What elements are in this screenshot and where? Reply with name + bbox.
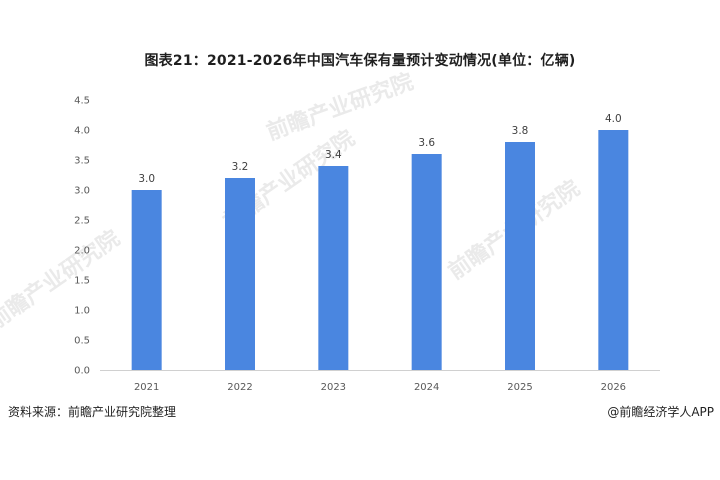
y-tick-label: 2.0: [74, 246, 90, 257]
watermark-layer: 前瞻产业研究院前瞻产业研究院前瞻产业研究院前瞻产业研究院: [0, 69, 585, 335]
y-tick-label: 2.5: [74, 216, 90, 227]
y-tick-label: 3.0: [74, 186, 90, 197]
data-label-2022: 3.2: [232, 161, 249, 173]
x-tick-label-2022: 2022: [227, 382, 252, 393]
y-tick-label: 0.5: [74, 336, 90, 347]
data-labels-group: 3.0 3.2 3.4 3.6 3.8 4.0: [138, 113, 621, 185]
data-label-2026: 4.0: [605, 113, 622, 125]
y-tick-label: 1.5: [74, 276, 90, 287]
x-tick-label-2025: 2025: [507, 382, 532, 393]
data-label-2021: 3.0: [138, 173, 155, 185]
data-label-2023: 3.4: [325, 149, 342, 161]
x-axis: 2021 2022 2023 2024 2025 2026: [134, 382, 626, 393]
bars-group: [131, 130, 629, 370]
x-tick-label-2021: 2021: [134, 382, 159, 393]
y-tick-label: 0.0: [74, 366, 90, 377]
bar-2022: [225, 178, 255, 370]
chart-title: 图表21：2021-2026年中国汽车保有量预计变动情况(单位：亿辆): [144, 53, 576, 69]
bar-2021: [131, 190, 162, 370]
bar-2023: [318, 166, 349, 370]
x-tick-label-2023: 2023: [321, 382, 346, 393]
bar-2026: [598, 130, 629, 370]
y-axis: 0.0 0.5 1.0 1.5 2.0 2.5 3.0 3.5 4.0 4.5: [74, 96, 90, 377]
y-tick-label: 4.0: [74, 126, 90, 137]
y-tick-label: 4.5: [74, 96, 90, 107]
watermark-text: 前瞻产业研究院: [0, 225, 125, 335]
credit-note: @前瞻经济学人APP: [607, 405, 714, 419]
x-tick-label-2024: 2024: [414, 382, 439, 393]
y-tick-label: 1.0: [74, 306, 90, 317]
data-label-2024: 3.6: [418, 137, 435, 149]
bar-2024: [411, 154, 442, 370]
y-tick-label: 3.5: [74, 156, 90, 167]
data-label-2025: 3.8: [512, 125, 529, 137]
bar-2025: [505, 142, 535, 370]
x-tick-label-2026: 2026: [601, 382, 626, 393]
source-note: 资料来源：前瞻产业研究院整理: [8, 405, 177, 419]
